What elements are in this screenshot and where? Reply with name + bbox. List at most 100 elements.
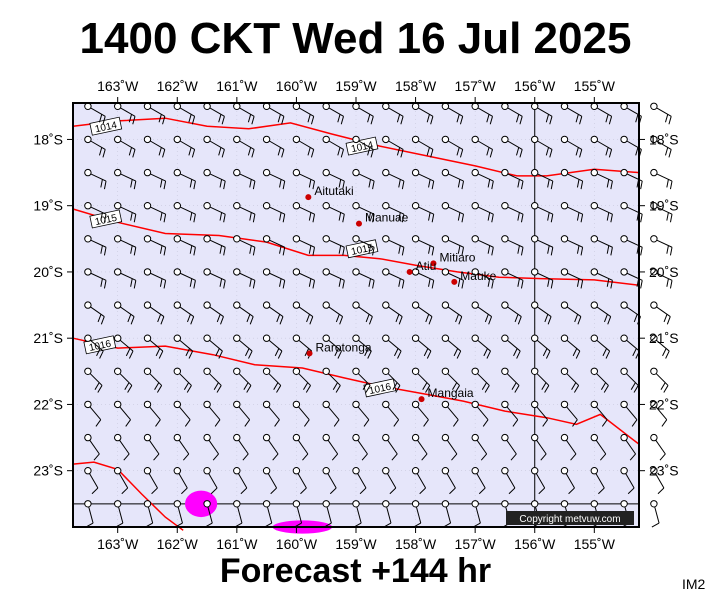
wind-station-circle [84, 400, 92, 409]
wind-barb [203, 268, 226, 289]
wind-barb [173, 235, 196, 256]
wind-barb [292, 201, 316, 223]
wind-barb-feather [480, 453, 488, 461]
wind-barb [382, 201, 405, 223]
wind-station-circle [322, 400, 330, 409]
wind-barb-shaft [596, 206, 613, 215]
wind-station-circle [531, 135, 539, 144]
wind-barb-feather [547, 245, 550, 254]
lat-tick-label-left: 20˚S [33, 264, 63, 280]
wind-barb-shaft [446, 473, 456, 489]
wind-barb-shaft [178, 473, 188, 489]
wind-barb-shaft [207, 506, 213, 524]
wind-barb [620, 433, 636, 461]
wind-barb [650, 334, 670, 359]
wind-barb-feather [186, 385, 192, 393]
wind-barb-shaft [269, 107, 285, 117]
wind-barb [173, 500, 183, 528]
wind-barb-feather [430, 116, 434, 125]
wind-barb-feather [550, 214, 554, 223]
wind-barb-shaft [418, 140, 434, 150]
isobar-label-box [345, 239, 379, 259]
wind-barb-feather [338, 212, 342, 221]
wind-station-circle [560, 201, 569, 210]
wind-barb-feather [669, 214, 673, 223]
wind-barb-feather [398, 212, 401, 221]
wind-barb-shaft [179, 206, 196, 215]
wind-barb-feather [632, 348, 637, 357]
wind-station-circle [84, 334, 92, 342]
wind-barb-feather [151, 487, 158, 495]
town-dot [306, 350, 313, 357]
wind-barb [382, 400, 400, 427]
wind-barb [233, 135, 255, 158]
wind-barb-feather [133, 247, 137, 256]
wind-barb-shaft [269, 140, 285, 150]
wind-barb-shaft [415, 506, 422, 524]
wind-barb-feather [189, 245, 193, 254]
wind-station-circle [84, 201, 92, 210]
wind-barb [441, 135, 464, 158]
wind-barb-shaft [477, 272, 494, 281]
wind-barb-feather [338, 245, 342, 254]
wind-station-circle [471, 201, 479, 210]
wind-barb-shaft [537, 173, 554, 182]
wind-barb-feather [666, 278, 669, 287]
wind-barb [322, 268, 345, 289]
wind-barb-feather [342, 214, 345, 223]
wind-barb-shaft [595, 406, 608, 421]
wind-barb [233, 400, 251, 427]
wind-station-circle [143, 201, 152, 210]
wind-barb-shaft [506, 406, 519, 421]
wind-barb-feather [333, 419, 340, 427]
wind-barb [322, 235, 345, 256]
chart-title: 1400 CKT Wed 16 Jul 2025 [79, 14, 632, 63]
wind-barb [501, 168, 524, 190]
wind-barb-feather [309, 316, 314, 325]
wind-barb-feather [332, 382, 338, 390]
wind-barb-shaft [567, 206, 583, 215]
wind-station-circle [262, 467, 271, 475]
wind-barb-feather [601, 419, 608, 427]
wind-station-circle [560, 135, 569, 144]
wind-station-circle [113, 367, 122, 375]
wind-barb [411, 168, 435, 190]
wind-barb-shaft [356, 506, 362, 524]
image-code: IM2 [682, 576, 706, 592]
wind-barb-shaft [358, 173, 375, 182]
wind-barb-shaft [328, 107, 344, 117]
wind-barb [262, 467, 278, 495]
wind-barb-feather [223, 180, 226, 190]
wind-barb-shaft [387, 373, 401, 386]
wind-barb-feather [398, 245, 401, 254]
wind-barb-feather [603, 314, 608, 323]
wind-barb-shaft [299, 206, 315, 215]
wind-station-circle [113, 301, 122, 309]
wind-barb-feather [372, 180, 375, 190]
wind-barb-feather [219, 245, 223, 254]
wind-barb [322, 301, 344, 325]
wind-station-circle [590, 201, 598, 210]
wind-barb-shaft [238, 406, 251, 421]
wind-barb [531, 467, 546, 495]
wind-barb-feather [456, 147, 460, 156]
wind-station-circle [352, 433, 360, 442]
wind-barb-shaft [328, 239, 345, 248]
wind-station-circle [650, 500, 658, 508]
wind-barb-shaft [90, 173, 107, 182]
wind-barb-feather [282, 280, 286, 289]
wind-barb-shaft [357, 439, 368, 455]
wind-station-circle [233, 102, 241, 111]
wind-station-circle [441, 467, 450, 475]
wind-barb [411, 235, 435, 256]
lon-tick-label-bottom: 157˚W [455, 536, 497, 552]
wind-barb-feather [431, 180, 435, 190]
wind-station-circle [411, 433, 420, 442]
wind-barb-shaft [239, 239, 256, 248]
wind-barb-feather [308, 212, 312, 221]
wind-barb [143, 168, 167, 190]
wind-barb-feather [221, 149, 225, 158]
wind-barb-feather [517, 245, 520, 254]
wind-barb-layer [84, 102, 673, 528]
wind-barb [352, 235, 375, 256]
